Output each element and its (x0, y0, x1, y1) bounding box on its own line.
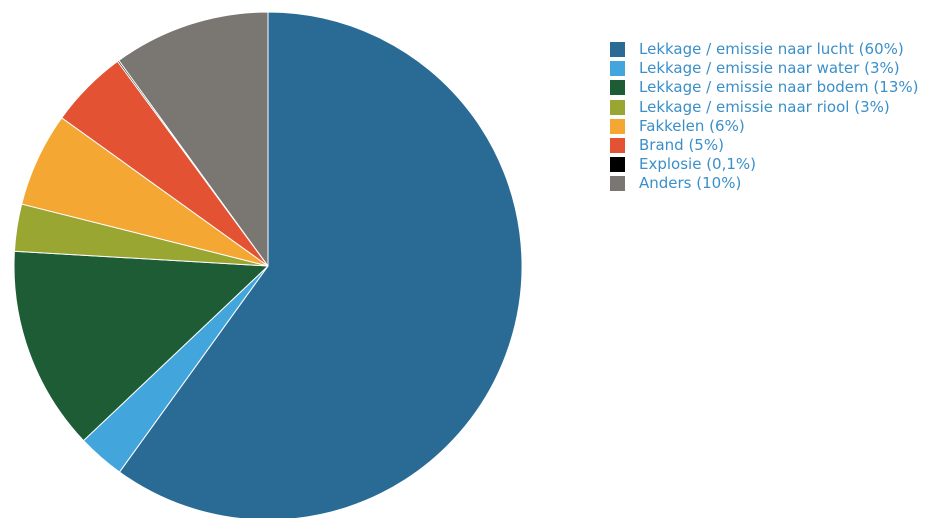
legend-swatch (610, 176, 625, 192)
pie-slice-1 (118, 11, 523, 518)
legend-label: Fakkelen (6%) (639, 116, 745, 135)
legend-item: Lekkage / emissie naar lucht (60%) (610, 40, 918, 59)
legend-swatch (610, 138, 625, 154)
pie-chart (13, 11, 523, 518)
legend-swatch (610, 118, 625, 134)
pie-slice-8 (118, 11, 269, 267)
legend-item: Lekkage / emissie naar bodem (13%) (610, 78, 918, 97)
legend-swatch (610, 157, 625, 173)
legend-item: Anders (10%) (610, 174, 918, 193)
legend-item: Explosie (0,1%) (610, 155, 918, 174)
legend-item: Lekkage / emissie naar riool (3%) (610, 98, 918, 117)
legend: Lekkage / emissie naar lucht (60%) Lekkag… (610, 40, 918, 194)
legend-label: Lekkage / emissie naar lucht (60%) (639, 40, 904, 59)
legend-label: Anders (10%) (639, 174, 742, 193)
legend-swatch (610, 61, 625, 77)
legend-swatch (610, 80, 625, 96)
legend-label: Lekkage / emissie naar riool (3%) (639, 97, 890, 116)
legend-label: Lekkage / emissie naar bodem (13%) (639, 78, 919, 97)
legend-swatch (610, 99, 625, 115)
pie-slice-3 (13, 250, 269, 442)
legend-item: Fakkelen (6%) (610, 117, 918, 136)
legend-label: Explosie (0,1%) (639, 155, 757, 174)
legend-item: Brand (5%) (610, 136, 918, 155)
legend-label: Brand (5%) (639, 136, 724, 155)
legend-label: Lekkage / emissie naar water (3%) (639, 59, 900, 78)
legend-item: Lekkage / emissie naar water (3%) (610, 59, 918, 78)
legend-swatch (610, 42, 625, 58)
